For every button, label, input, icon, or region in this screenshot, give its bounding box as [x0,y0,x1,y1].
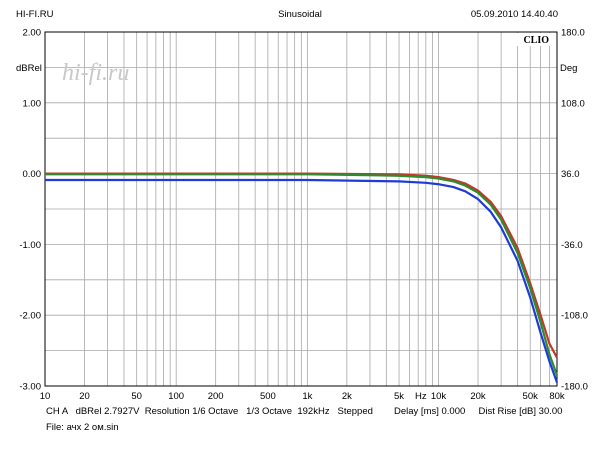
y-axis-left-ticks: 2.00 1.00 0.00 -1.00 -2.00 -3.00 [19,28,41,393]
chart-grid [45,32,557,386]
clio-badge: CLIO [523,35,549,46]
clio-badge-box [512,33,556,46]
series-line-3 [45,178,559,383]
y-tick-label-left: 1.00 [23,98,42,109]
y-tick-label-right: -36.0 [561,240,583,251]
header-timestamp: 05.09.2010 14.40.40 [470,9,558,20]
footer-file: File: ачх 2 ом.sin [46,422,119,433]
y-tick-label-right: 180.0 [561,28,585,39]
x-tick-label: 500 [260,391,276,402]
y-tick-label-left: 0.00 [23,169,42,180]
plot-frame [44,31,558,387]
x-tick-label: 10 [40,391,51,402]
x-tick-label: 10k [431,391,447,402]
y-tick-label-right: -108.0 [561,311,588,322]
x-tick-label: 1k [302,391,312,402]
watermark-logo: hi-fi.ru [62,60,129,86]
x-tick-label: 20k [470,391,486,402]
series-line-2 [45,173,559,376]
y-tick-label-left: -2.00 [19,311,41,322]
x-axis-ticks: 10 20 50 100 200 500 1k 2k 5k 10k 20k 50k 80k Hz [40,391,565,402]
x-tick-label: 5k [394,391,404,402]
y-tick-label-right: -180.0 [561,382,588,393]
header-left-title: HI-FI.RU [16,9,54,20]
y-tick-label-left: -1.00 [19,240,41,251]
y-tick-label-left: -3.00 [19,382,41,393]
y-axis-right-label: Deg [560,63,577,74]
x-tick-label: 2k [342,391,352,402]
series-group [45,172,559,383]
x-tick-label: 100 [168,391,184,402]
header-center-title: Sinusoidal [278,9,322,20]
x-tick-label: 50 [131,391,142,402]
y-tick-label-right: 108.0 [561,98,585,109]
footer-settings: CH A dBRel 2.7927V Resolution 1/6 Octave… [46,406,563,417]
x-tick-label: 50k [523,391,539,402]
x-axis-unit-label: Hz [415,391,427,402]
y-tick-label-right: 36.0 [561,169,580,180]
x-tick-label: 200 [208,391,224,402]
y-axis-right-ticks: 180.0 108.0 36.0 -36.0 -108.0 -180.0 [561,28,588,393]
x-tick-label: 80k [549,391,565,402]
y-axis-left-label: dBRel [16,63,42,74]
x-tick-label: 20 [79,391,90,402]
y-tick-label-left: 2.00 [23,28,42,39]
